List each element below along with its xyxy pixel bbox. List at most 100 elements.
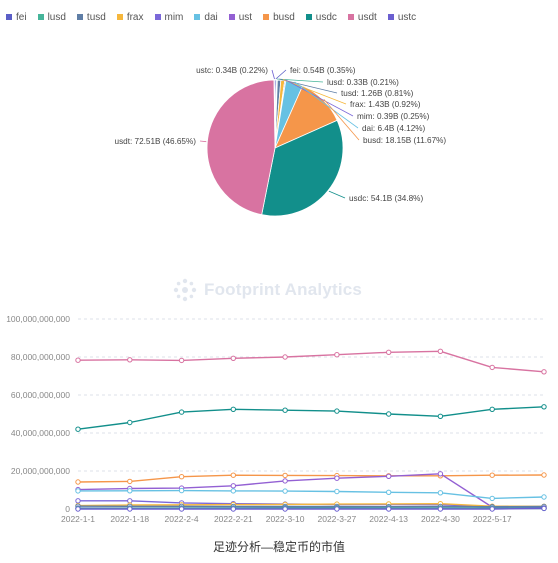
x-tick-label: 2022-3-27 [318, 514, 357, 524]
data-point-busd[interactable] [541, 472, 547, 478]
data-point-ustc[interactable] [127, 506, 133, 512]
legend-swatch [6, 14, 12, 20]
data-point-usdc[interactable] [334, 408, 340, 414]
legend-item-usdc[interactable]: usdc [305, 12, 337, 23]
data-point-dai[interactable] [386, 489, 392, 496]
data-point-dai[interactable] [437, 490, 444, 496]
y-tick-label: 80,000,000,000 [11, 352, 70, 362]
legend-label: dai [204, 11, 218, 23]
data-point-usdc[interactable] [386, 411, 392, 417]
data-point-ust[interactable] [282, 478, 288, 484]
footprint-logo-icon [173, 278, 197, 302]
data-point-dai[interactable] [282, 488, 288, 494]
data-point-ustc[interactable] [230, 506, 237, 512]
data-point-usdc[interactable] [230, 406, 237, 413]
data-point-usdc[interactable] [178, 409, 185, 415]
data-point-usdt[interactable] [230, 355, 237, 361]
data-point-usdc[interactable] [127, 419, 133, 426]
data-point-usdc[interactable] [282, 407, 288, 413]
legend-item-dai[interactable]: dai [194, 11, 218, 23]
data-point-usdt[interactable] [75, 357, 81, 363]
x-tick-label: 2022-1-18 [110, 514, 149, 524]
legend-item-tusd[interactable]: tusd [76, 12, 106, 23]
legend-label: usdt [357, 11, 377, 23]
data-point-usdt[interactable] [127, 357, 133, 363]
data-point-ustc[interactable] [75, 506, 81, 512]
y-tick-label: 20,000,000,000 [11, 466, 70, 476]
pie-slice-usdc[interactable] [261, 119, 344, 217]
data-point-busd[interactable] [282, 472, 288, 479]
data-point-usdc[interactable] [541, 404, 547, 410]
data-point-dai[interactable] [75, 488, 81, 494]
data-point-ustc[interactable] [541, 505, 547, 512]
series-line-ustc[interactable] [78, 507, 545, 510]
pie-leader-frax [282, 79, 347, 105]
series-line-busd[interactable] [77, 474, 545, 483]
series-line-tusd[interactable] [77, 505, 545, 508]
legend-item-mim[interactable]: mim [154, 12, 183, 23]
data-point-dai[interactable] [541, 494, 547, 500]
data-point-dai[interactable] [230, 488, 237, 494]
legend-item-ustc[interactable]: ustc [387, 12, 416, 23]
data-point-usdt[interactable] [386, 349, 392, 355]
legend-item-busd[interactable]: busd [263, 12, 295, 23]
data-point-ust[interactable] [334, 475, 340, 481]
legend-swatch [116, 14, 123, 20]
x-tick-label: 2022-3-10 [266, 514, 305, 524]
data-point-ustc[interactable] [386, 506, 392, 512]
data-point-ustc[interactable] [334, 506, 340, 512]
series-line-ust[interactable] [77, 473, 545, 509]
data-point-dai[interactable] [489, 495, 495, 502]
data-point-busd[interactable] [178, 474, 185, 480]
data-point-usdt[interactable] [541, 369, 547, 375]
pie-label-busd: busd: 18.15B (11.67%) [363, 136, 446, 145]
series-line-usdc[interactable] [77, 406, 545, 430]
x-tick-label: 2022-1-1 [61, 514, 95, 524]
data-point-busd[interactable] [489, 472, 495, 478]
data-point-ustc[interactable] [437, 506, 444, 512]
pie-label-dai: dai: 6.4B (4.12%) [362, 124, 426, 133]
pie-slice-usdt[interactable] [206, 79, 276, 216]
data-point-usdc[interactable] [437, 413, 444, 420]
data-point-busd[interactable] [75, 479, 81, 485]
data-point-mim[interactable] [75, 498, 81, 504]
data-point-usdt[interactable] [334, 352, 340, 358]
data-point-usdc[interactable] [75, 426, 81, 432]
data-point-usdt[interactable] [178, 357, 185, 364]
legend-item-ust[interactable]: ust [228, 12, 252, 23]
data-point-ust[interactable] [230, 483, 237, 489]
legend-item-frax[interactable]: frax [116, 12, 144, 23]
x-tick-label: 2022-2-4 [165, 514, 199, 524]
watermark: Footprint Analytics [172, 274, 402, 306]
series-line-dai[interactable] [77, 489, 545, 500]
data-point-ust[interactable] [437, 471, 444, 477]
data-point-dai[interactable] [127, 488, 133, 494]
y-tick-label: 60,000,000,000 [11, 390, 70, 400]
series-line-usdt[interactable] [77, 350, 545, 373]
legend-item-lusd[interactable]: lusd [37, 12, 66, 23]
data-point-usdc[interactable] [489, 406, 495, 413]
data-point-ustc[interactable] [489, 506, 495, 512]
data-point-usdt[interactable] [282, 354, 288, 360]
legend-item-usdt[interactable]: usdt [347, 11, 377, 23]
pie-label-frax: frax: 1.43B (0.92%) [350, 100, 421, 109]
data-point-dai[interactable] [178, 487, 185, 494]
watermark-text: Footprint Analytics [204, 280, 363, 299]
x-tick-label: 2022-4-13 [369, 514, 408, 524]
y-tick-label: 100,000,000,000 [6, 314, 70, 324]
legend-item-fei[interactable]: fei [6, 12, 27, 23]
data-point-ustc[interactable] [282, 506, 288, 512]
data-point-usdt[interactable] [437, 348, 444, 354]
pie-slice-ustc[interactable] [273, 79, 276, 149]
data-point-ustc[interactable] [178, 506, 185, 512]
pie-label-ustc: ustc: 0.34B (0.22%) [196, 66, 268, 75]
data-point-dai[interactable] [334, 488, 340, 495]
data-point-usdt[interactable] [489, 364, 495, 371]
data-point-busd[interactable] [127, 478, 133, 485]
series-line-frax[interactable] [77, 502, 545, 508]
data-point-busd[interactable] [230, 472, 237, 478]
pie-label-mim: mim: 0.39B (0.25%) [357, 112, 430, 121]
pie-leader-busd [323, 98, 360, 141]
data-point-ust[interactable] [386, 473, 392, 480]
pie-leader-dai [294, 81, 359, 129]
